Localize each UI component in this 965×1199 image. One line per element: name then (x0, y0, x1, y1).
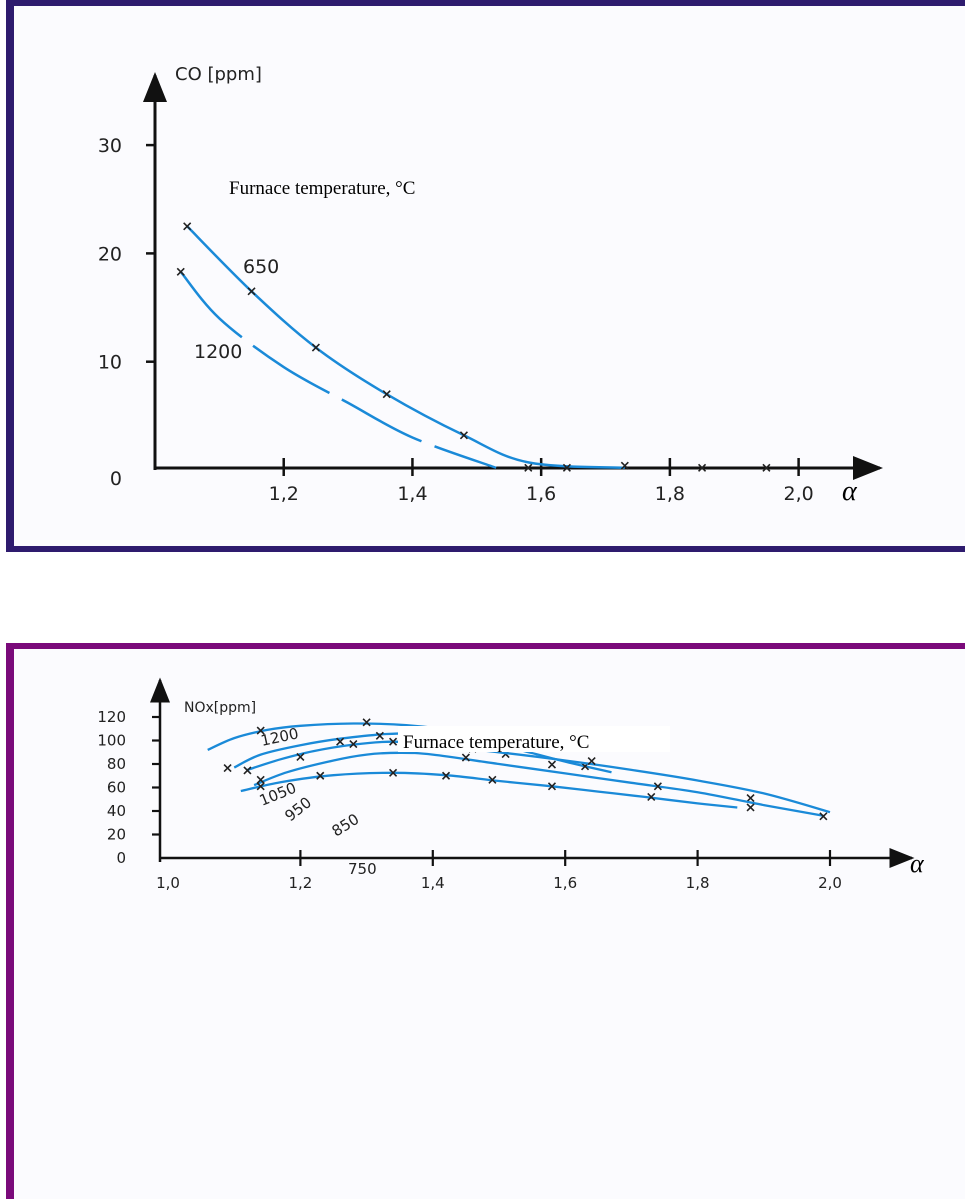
nox-data-point-950 (587, 756, 596, 766)
nox-data-point-1050 (375, 731, 384, 740)
co-data-point-650 (697, 463, 707, 472)
nox-data-point-750 (647, 792, 656, 801)
nox-x-tick-label: 1,0 (156, 874, 180, 892)
nox-annotation-backdrop (398, 726, 670, 752)
nox-y-tick-label: 80 (107, 755, 126, 773)
co-chart: CO [ppm] α 0 10 20 30 1,2 1,4 1,6 1,8 2,0 Furna… (98, 64, 883, 507)
co-x-ticks: 1,2 1,4 1,6 1,8 2,0 (269, 458, 814, 505)
nox-data-point-950 (389, 737, 398, 746)
co-data-point-650 (620, 461, 629, 470)
co-data-point-650 (311, 343, 320, 352)
nox-series-line-750 (240, 771, 738, 809)
nox-y-axis-label: NOx[ppm] (184, 700, 256, 716)
nox-annotation: Furnace temperature, °C (403, 732, 589, 753)
co-series-label-650: 650 (243, 256, 279, 278)
co-series-group (176, 222, 771, 472)
nox-y-tick-label: 20 (107, 826, 126, 844)
nox-data-point-750 (441, 771, 451, 780)
nox-x-tick-label: 1,4 (421, 874, 445, 892)
nox-y-tick-label: 40 (107, 802, 126, 820)
co-data-point-650 (562, 463, 571, 472)
nox-data-point-1050 (336, 737, 345, 746)
nox-data-point-950 (243, 766, 252, 775)
nox-data-point-850 (819, 812, 828, 821)
nox-data-point-850 (256, 775, 265, 784)
co-data-point-650 (247, 287, 256, 296)
nox-x-tick-label: 1,6 (553, 874, 577, 892)
nox-data-point-850 (653, 782, 662, 791)
co-x-tick-label: 1,2 (269, 483, 299, 505)
co-data-point-650 (459, 431, 468, 440)
co-annotation: Furnace temperature, °C (229, 178, 415, 199)
nox-data-point-850 (461, 753, 470, 762)
nox-series-line-850 (253, 751, 824, 817)
nox-data-point-750 (746, 803, 755, 812)
nox-y-tick-label: 60 (107, 779, 126, 797)
nox-series-label-750: 750 (348, 860, 377, 878)
nox-data-point-950 (349, 739, 358, 749)
nox-data-point-750 (547, 782, 557, 791)
co-data-point-650 (183, 222, 192, 231)
nox-series-label-850: 850 (329, 810, 363, 840)
nox-x-axis-label: α (910, 849, 925, 878)
nox-data-point-1200 (362, 718, 371, 727)
co-y-tick-label: 30 (98, 135, 122, 157)
co-x-tick-label: 1,8 (655, 483, 685, 505)
co-data-point-1200 (176, 267, 185, 276)
nox-data-point-950 (296, 752, 305, 762)
nox-x-tick-label: 1,8 (686, 874, 710, 892)
nox-y-tick-label: 100 (97, 732, 126, 750)
co-x-tick-label: 1,6 (526, 483, 556, 505)
co-series-line-1200 (179, 271, 497, 469)
nox-x-tick-label: 2,0 (818, 874, 842, 892)
nox-y-ticks: 0 20 40 60 80 100 120 (97, 708, 160, 867)
co-x-tick-label: 1,4 (397, 483, 427, 505)
nox-data-point-1200 (256, 726, 265, 735)
co-y-tick-label: 0 (110, 468, 122, 490)
nox-data-point-850 (547, 760, 557, 769)
nox-data-point-750 (389, 768, 398, 777)
nox-data-point-1050 (223, 764, 232, 773)
co-y-tick-label: 20 (98, 243, 122, 265)
co-y-axis-label: CO [ppm] (175, 64, 262, 85)
nox-x-tick-label: 1,2 (288, 874, 312, 892)
co-series-label-1200: 1200 (194, 341, 242, 363)
co-x-tick-label: 2,0 (783, 483, 813, 505)
co-y-tick-label: 10 (98, 352, 122, 374)
nox-data-point-750 (488, 775, 497, 784)
co-x-axis-label: α (842, 476, 858, 507)
co-y-ticks: 0 10 20 30 (98, 135, 155, 490)
nox-data-point-750 (256, 782, 265, 791)
nox-y-tick-label: 0 (116, 849, 126, 867)
nox-data-point-750 (316, 771, 325, 780)
co-data-point-650 (524, 463, 533, 472)
nox-data-point-950 (746, 794, 755, 803)
nox-y-tick-label: 120 (97, 708, 126, 726)
co-data-point-650 (762, 463, 771, 472)
nox-x-ticks: 1,0 1,2 1,4 1,6 1,8 2,0 (156, 850, 842, 892)
co-data-point-650 (382, 390, 391, 399)
